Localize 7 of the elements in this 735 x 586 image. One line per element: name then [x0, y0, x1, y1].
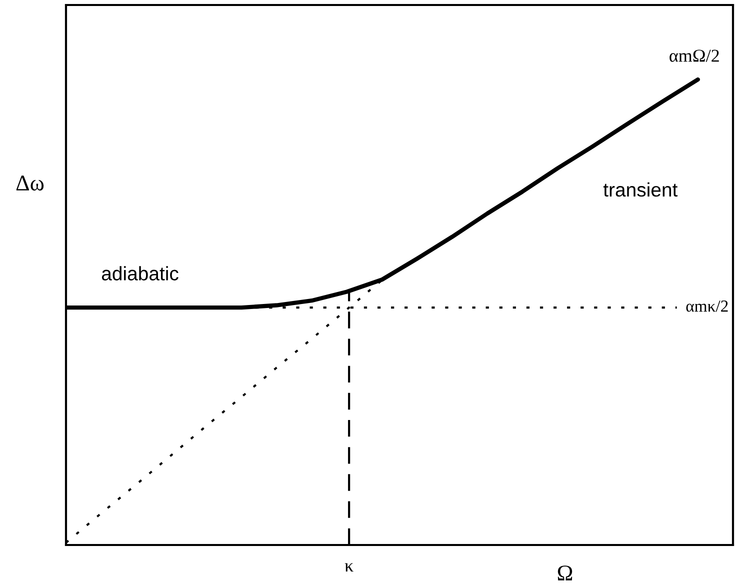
y-axis-title: Δω: [16, 176, 44, 191]
annotation: adiabatic: [102, 266, 178, 280]
ref-line-label: αmκ/2: [686, 300, 728, 312]
x-axis-title: Ω: [558, 566, 572, 580]
text: κ: [344, 563, 354, 572]
annotation: transient: [603, 182, 678, 197]
text: αmΩ/2: [670, 50, 719, 62]
